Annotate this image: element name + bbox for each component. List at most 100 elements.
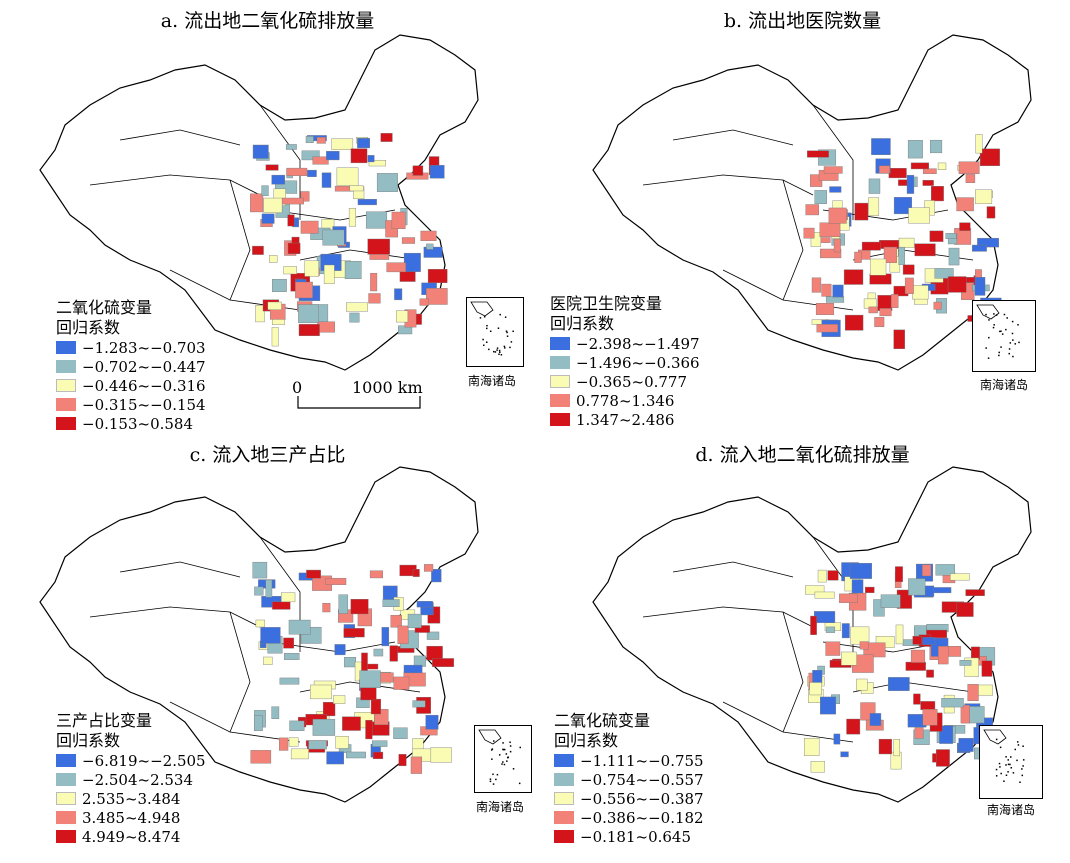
region-patch: [301, 150, 320, 161]
region-patch: [936, 749, 950, 767]
region-patch: [814, 591, 835, 599]
island-dot: [1001, 333, 1004, 335]
region-patch: [810, 232, 822, 247]
island-dot: [498, 353, 500, 356]
region-patch: [403, 664, 423, 674]
region-patch: [825, 296, 845, 303]
region-patch: [349, 312, 360, 323]
island-dot: [1010, 767, 1013, 769]
island-dot: [502, 748, 504, 751]
region-patch: [432, 658, 455, 667]
region-patch: [868, 178, 881, 194]
island-dot: [1005, 764, 1007, 766]
island-dot: [496, 349, 498, 351]
region-patch: [912, 285, 929, 300]
region-patch: [367, 155, 375, 163]
legend-item: −0.315~−0.154: [56, 395, 206, 414]
island-dot: [489, 778, 492, 780]
region-patch: [868, 306, 878, 314]
island-dot: [512, 768, 515, 770]
island-dot: [999, 746, 1002, 749]
inset-label: 南海诸岛: [468, 374, 517, 388]
region-patch: [419, 298, 429, 306]
region-patch: [925, 585, 935, 597]
island-dot: [1011, 320, 1014, 323]
region-patch: [372, 740, 388, 747]
region-patch: [851, 579, 864, 596]
panel-title: d. 流入地二氧化硫排放量: [695, 444, 910, 466]
island-dot: [492, 350, 495, 353]
province-boundary: [229, 179, 251, 301]
region-patch: [833, 733, 841, 745]
region-patch: [321, 172, 332, 188]
region-patch: [950, 573, 970, 581]
region-patch: [905, 661, 926, 671]
province-boundary: [89, 174, 261, 196]
region-patch: [895, 566, 903, 583]
region-patch: [261, 213, 275, 224]
island-dot: [499, 313, 501, 316]
region-patch: [407, 613, 422, 629]
region-patch: [979, 148, 1000, 167]
region-patch: [380, 133, 393, 142]
china-map: [39, 466, 479, 803]
region-patch: [317, 321, 335, 333]
region-patch: [376, 173, 398, 192]
island-dot: [1008, 352, 1010, 355]
region-patch: [336, 167, 359, 186]
region-patch: [865, 586, 875, 593]
region-patch: [333, 695, 346, 704]
region-patch: [288, 737, 299, 747]
region-patch: [871, 138, 891, 155]
south-china-sea-inset: [466, 297, 524, 367]
region-patch: [325, 577, 347, 585]
region-patch: [250, 750, 272, 764]
region-patch: [869, 258, 887, 276]
island-dot: [1017, 744, 1020, 746]
region-patch: [849, 563, 872, 579]
region-patch: [898, 246, 905, 265]
island-dot: [485, 341, 488, 344]
region-patch: [814, 190, 827, 204]
region-patch: [926, 669, 934, 678]
island-dot: [1014, 748, 1016, 751]
region-patch: [284, 653, 300, 660]
region-patch: [880, 594, 901, 608]
region-patch: [322, 229, 345, 246]
legend-title-line1: 医院卫生院变量: [550, 294, 663, 313]
island-dot: [501, 763, 503, 765]
island-dot: [1007, 763, 1010, 766]
region-patch: [807, 150, 829, 158]
island-dot: [504, 316, 507, 318]
island-dot: [999, 330, 1001, 333]
region-patch: [840, 751, 849, 758]
region-patch: [255, 305, 265, 323]
island-dot: [998, 762, 1001, 765]
region-patch: [959, 222, 971, 231]
region-patch: [812, 670, 823, 685]
island-dot: [496, 347, 499, 349]
region-patch: [345, 751, 366, 759]
region-patch: [393, 676, 410, 690]
region-patch: [369, 570, 384, 579]
island-dot: [1022, 765, 1024, 767]
region-patch: [394, 288, 403, 301]
legend-item: −1.496~−0.366: [550, 353, 700, 372]
region-patch: [841, 623, 850, 639]
region-patch: [265, 579, 273, 598]
region-patch: [914, 727, 924, 739]
legend: 二氧化硫变量 回归系数 −1.111~−0.755 −0.754~−0.557 …: [554, 711, 704, 846]
region-patch: [922, 564, 932, 577]
region-patch: [348, 208, 356, 227]
island-dot: [1021, 768, 1023, 770]
region-patch: [861, 241, 881, 251]
region-patch: [934, 268, 954, 279]
region-patch: [907, 140, 923, 159]
legend-item: −0.181~0.645: [554, 827, 704, 846]
region-patch: [426, 645, 443, 661]
region-patch: [269, 255, 278, 263]
island-dot: [500, 354, 503, 356]
region-patch: [370, 272, 378, 292]
coastline: [478, 729, 502, 745]
map-panel-c: c. 流入地三产占比 三产占比变量 回归系数 −6.819~−2.505 −2.…: [0, 432, 535, 863]
